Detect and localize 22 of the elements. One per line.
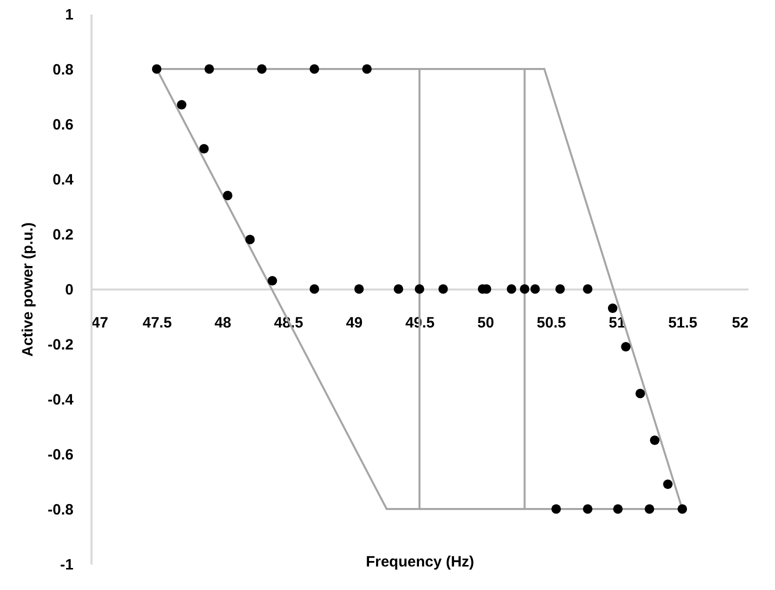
y-tick-label: -1 — [60, 556, 74, 574]
x-axis-title: Frequency (Hz) — [366, 554, 474, 570]
y-tick-label: -0.4 — [48, 392, 74, 408]
y-tick-label: 1 — [65, 6, 74, 24]
x-tick-label: 48 — [214, 314, 232, 332]
x-tick-label: 47 — [92, 314, 108, 332]
y-axis-title: Active power (p.u.) — [20, 222, 37, 357]
y-tick-label: 0.8 — [52, 62, 74, 78]
x-tick-label: 50.5 — [536, 314, 566, 332]
x-tick-label: 47.5 — [142, 314, 172, 332]
y-tick-label: 0.6 — [52, 116, 74, 134]
y-tick-label: -0.2 — [48, 336, 74, 354]
y-tick-label: 0 — [65, 282, 74, 298]
y-tick-label: -0.8 — [48, 502, 74, 518]
x-tick-label: 52 — [732, 314, 748, 332]
x-tick-label: 51.5 — [668, 314, 698, 332]
x-tick-label: 50 — [477, 314, 494, 332]
x-tick-label: 51 — [608, 314, 626, 332]
y-tick-label: 0.2 — [52, 226, 74, 244]
y-tick-label: 0.4 — [52, 172, 74, 188]
y-tick-label: -0.6 — [48, 446, 74, 464]
x-tick-label: 49 — [346, 314, 363, 332]
